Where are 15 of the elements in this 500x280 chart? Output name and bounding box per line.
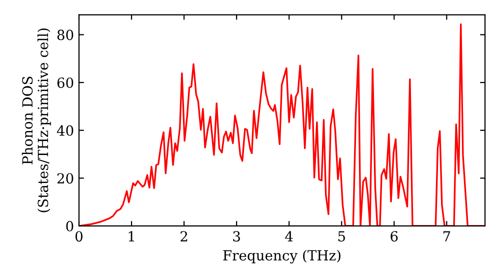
y-tick-label: 40 — [56, 125, 74, 136]
y-tick-label: 20 — [57, 173, 74, 184]
x-tick-label: 5 — [338, 231, 345, 242]
x-tick-label: 4 — [285, 231, 293, 242]
x-tick-label: 3 — [233, 231, 240, 242]
x-tick-label: 7 — [443, 231, 450, 242]
y-tick-label: 80 — [57, 30, 74, 40]
x-tick-label: 2 — [180, 231, 188, 242]
y-tick-label: 0 — [66, 220, 74, 232]
x-tick-label: 1 — [128, 231, 134, 242]
y-axis-title: Phonon DOS (States/THz·primitive cell) — [22, 28, 51, 212]
x-tick-label: 6 — [390, 231, 398, 242]
y-tick-label: 60 — [57, 77, 74, 88]
x-tick-label: 0 — [75, 231, 82, 242]
x-axis-title: Frequency (THz) — [223, 250, 340, 264]
